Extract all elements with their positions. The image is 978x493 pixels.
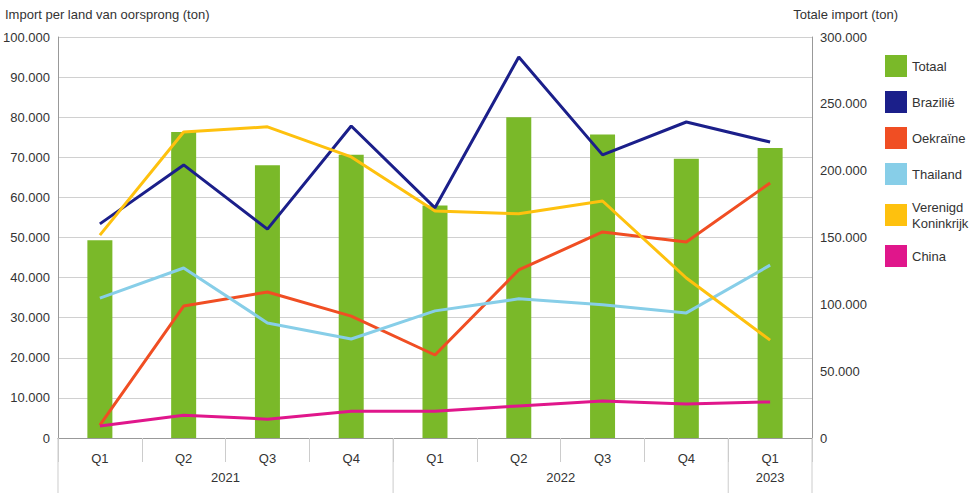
svg-text:60.000: 60.000 — [10, 190, 50, 205]
svg-text:Thailand: Thailand — [912, 167, 962, 182]
svg-text:0: 0 — [820, 431, 827, 446]
svg-text:Q1: Q1 — [91, 451, 108, 466]
svg-text:30.000: 30.000 — [10, 310, 50, 325]
svg-text:Q3: Q3 — [594, 451, 611, 466]
svg-text:Q4: Q4 — [343, 451, 360, 466]
svg-text:Brazilië: Brazilië — [912, 95, 955, 110]
svg-text:Oekraïne: Oekraïne — [912, 131, 965, 146]
svg-text:100.000: 100.000 — [820, 297, 867, 312]
svg-text:China: China — [912, 249, 947, 264]
svg-text:20.000: 20.000 — [10, 350, 50, 365]
svg-text:Q1: Q1 — [761, 451, 778, 466]
svg-text:Import per land van oorsprong: Import per land van oorsprong (ton) — [5, 7, 210, 22]
svg-text:Totale import (ton): Totale import (ton) — [793, 7, 898, 22]
svg-text:2023: 2023 — [756, 470, 785, 485]
svg-text:Koninkrijk: Koninkrijk — [912, 216, 969, 231]
svg-text:0: 0 — [43, 431, 50, 446]
svg-text:Q2: Q2 — [175, 451, 192, 466]
svg-text:200.000: 200.000 — [820, 163, 867, 178]
svg-text:10.000: 10.000 — [10, 390, 50, 405]
svg-text:150.000: 150.000 — [820, 230, 867, 245]
svg-text:40.000: 40.000 — [10, 270, 50, 285]
svg-text:2021: 2021 — [211, 470, 240, 485]
svg-text:Q2: Q2 — [510, 451, 527, 466]
svg-text:100.000: 100.000 — [3, 30, 50, 45]
svg-text:Q4: Q4 — [678, 451, 695, 466]
svg-text:2022: 2022 — [546, 470, 575, 485]
svg-text:300.000: 300.000 — [820, 30, 867, 45]
svg-text:50.000: 50.000 — [820, 364, 860, 379]
svg-text:250.000: 250.000 — [820, 96, 867, 111]
svg-text:Q1: Q1 — [426, 451, 443, 466]
svg-text:Totaal: Totaal — [912, 59, 947, 74]
svg-text:Verenigd: Verenigd — [912, 200, 967, 215]
svg-text:90.000: 90.000 — [10, 70, 50, 85]
svg-text:50.000: 50.000 — [10, 230, 50, 245]
svg-text:80.000: 80.000 — [10, 110, 50, 125]
svg-text:70.000: 70.000 — [10, 150, 50, 165]
svg-text:Q3: Q3 — [259, 451, 276, 466]
